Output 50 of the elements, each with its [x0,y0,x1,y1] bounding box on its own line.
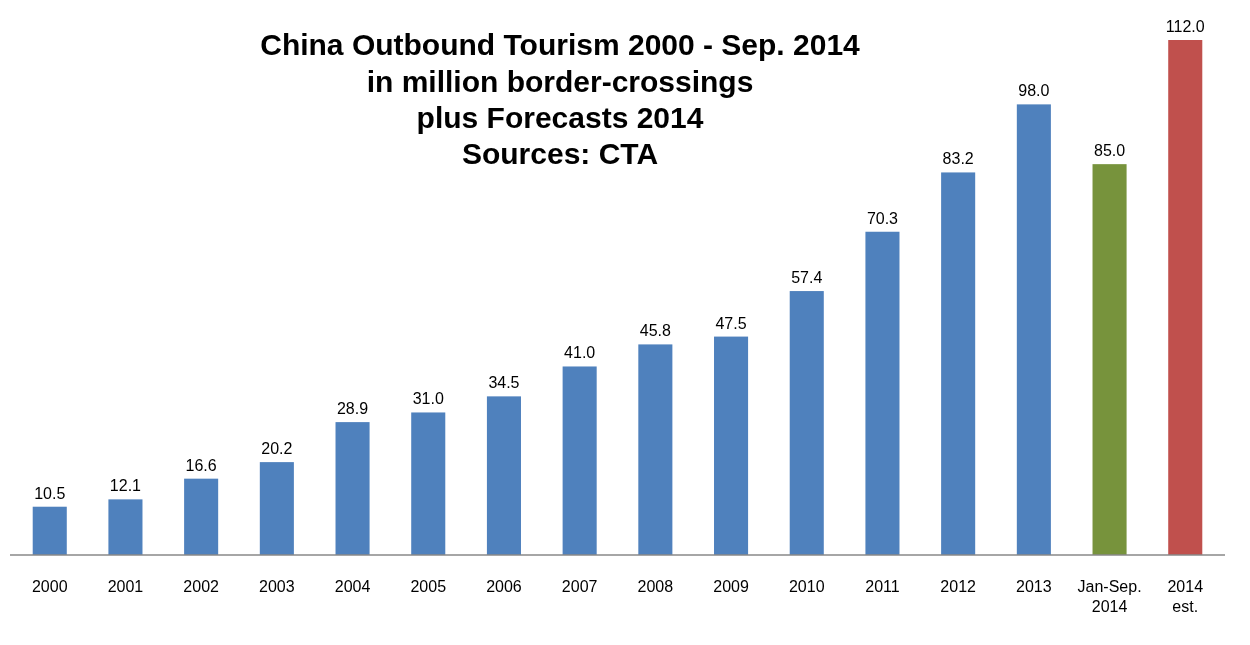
x-tick-label: 2009 [713,578,749,595]
x-tick-label: 2002 [183,578,220,595]
x-tick-label: 2013 [1016,578,1052,595]
x-tick-label: 2003 [259,578,295,595]
data-label: 83.2 [942,150,974,168]
chart-title: China Outbound Tourism 2000 - Sep. 2014 [260,28,861,61]
x-tick-label: 2012 [940,578,977,595]
x-tick-label: 2000 [31,578,68,595]
data-label: 12.1 [109,477,142,495]
data-label: 98.0 [1018,82,1050,100]
x-tick-label: Jan-Sep. 2014 [1077,578,1142,615]
data-label: 34.5 [488,374,520,392]
data-label: 10.5 [34,484,66,502]
x-tick-label: 2004 [334,578,371,595]
x-tick-label: 2011 [865,578,900,595]
data-label: 47.5 [715,314,747,332]
bar [638,344,673,555]
bar [1092,164,1127,555]
data-label: 41.0 [564,344,596,362]
bar [184,478,219,555]
data-label: 70.3 [866,209,899,227]
bar [486,396,521,555]
data-label: 112.0 [1165,18,1205,35]
x-tick-label: 2001 [107,578,144,595]
data-label: 85.0 [1093,142,1126,160]
bar [789,291,824,555]
x-tick-label: 2005 [410,578,447,595]
data-label: 20.2 [261,440,293,458]
x-tick-label: 2007 [561,578,598,595]
bar [411,412,446,555]
bar [865,231,900,555]
data-label: 28.9 [336,400,369,418]
data-label: 45.8 [639,322,672,340]
x-tick-label: 2006 [486,578,522,595]
x-tick-label: 2008 [637,578,674,595]
data-label: 31.0 [412,390,444,408]
x-tick-label: 2014 est. [1167,578,1204,615]
bar [1016,104,1051,555]
bar [562,366,597,555]
bar [1168,40,1203,555]
x-tick-label: 2010 [788,578,825,595]
bar [108,499,143,555]
data-label: 57.4 [791,269,823,287]
bar [714,336,749,555]
data-label: 16.6 [185,456,217,474]
bar [259,462,294,555]
bar [941,172,976,555]
bar [32,506,67,555]
text: in million border-crossings plus Forecasts 2014 Sources: CTA [366,65,754,170]
bar [335,422,370,555]
